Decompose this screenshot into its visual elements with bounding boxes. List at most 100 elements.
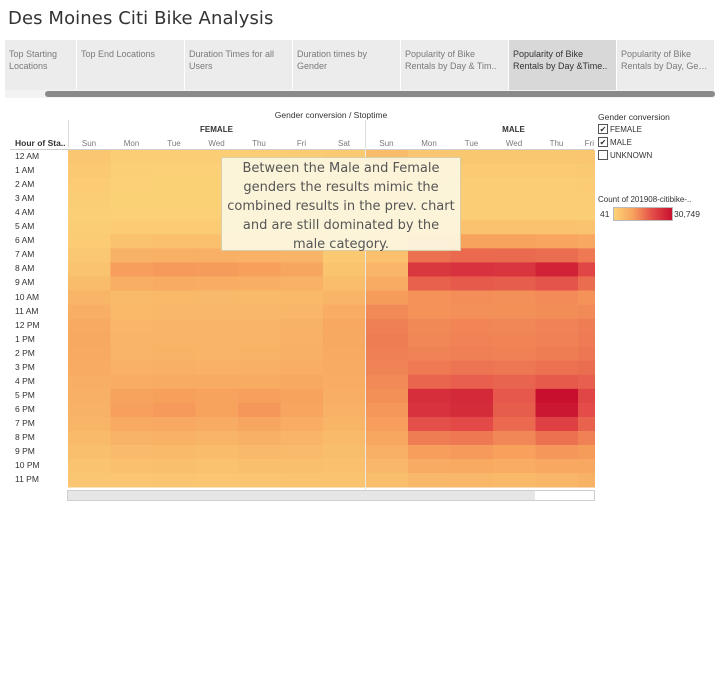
heatmap-cell[interactable]: [195, 332, 239, 347]
heatmap-cell[interactable]: [323, 473, 366, 488]
heatmap-cell[interactable]: [153, 276, 196, 291]
filter-item-unknown[interactable]: UNKNOWN: [598, 150, 652, 160]
heatmap-cell[interactable]: [365, 346, 409, 362]
heatmap-cell[interactable]: [323, 318, 366, 333]
heatmap-cell[interactable]: [578, 459, 595, 474]
heatmap-cell[interactable]: [153, 290, 196, 305]
heatmap-cell[interactable]: [493, 459, 536, 474]
heatmap-cell[interactable]: [110, 234, 154, 249]
heatmap-cell[interactable]: [535, 290, 579, 305]
heatmap-cell[interactable]: [535, 402, 579, 418]
heatmap-cell[interactable]: [153, 416, 196, 432]
heatmap-cell[interactable]: [493, 332, 536, 347]
heatmap-cell[interactable]: [365, 318, 409, 333]
heatmap-cell[interactable]: [195, 431, 239, 446]
tab-5[interactable]: Popularity of Bike Rentals by Day & Tim..: [401, 40, 509, 90]
heatmap-cell[interactable]: [450, 402, 494, 418]
heatmap-cell[interactable]: [535, 445, 579, 460]
heatmap-cell[interactable]: [578, 262, 595, 277]
heatmap-cell[interactable]: [450, 473, 494, 488]
heatmap-cell[interactable]: [493, 445, 536, 460]
heatmap-cell[interactable]: [408, 473, 451, 488]
heatmap-cell[interactable]: [323, 431, 366, 446]
heatmap-cell[interactable]: [578, 150, 595, 165]
heatmap-cell[interactable]: [535, 473, 579, 488]
heatmap-cell[interactable]: [110, 290, 154, 305]
heatmap-cell[interactable]: [578, 346, 595, 362]
heatmap-cell[interactable]: [450, 248, 494, 263]
heatmap-cell[interactable]: [365, 332, 409, 347]
heatmap-cell[interactable]: [450, 206, 494, 221]
heatmap-cell[interactable]: [110, 164, 154, 179]
heatmap-cell[interactable]: [493, 346, 536, 362]
heatmap-cell[interactable]: [493, 164, 536, 179]
heatmap-cell[interactable]: [110, 445, 154, 460]
heatmap-cell[interactable]: [195, 416, 239, 432]
heatmap-cell[interactable]: [365, 248, 409, 263]
heatmap-cell[interactable]: [153, 374, 196, 390]
heatmap-cell[interactable]: [450, 164, 494, 179]
heatmap-cell[interactable]: [450, 276, 494, 291]
heatmap-cell[interactable]: [68, 332, 111, 347]
tab-1[interactable]: Top Starting Locations: [5, 40, 77, 90]
heatmap-cell[interactable]: [153, 234, 196, 249]
tabs-scrollbar-thumb[interactable]: [45, 91, 715, 97]
heatmap-cell[interactable]: [110, 178, 154, 193]
heatmap-cell[interactable]: [68, 206, 111, 221]
heatmap-cell[interactable]: [110, 459, 154, 474]
heatmap-cell[interactable]: [323, 290, 366, 305]
heatmap-cell[interactable]: [68, 262, 111, 277]
heatmap-cell[interactable]: [238, 459, 281, 474]
heatmap-cell[interactable]: [280, 402, 324, 418]
heatmap-cell[interactable]: [578, 374, 595, 390]
heatmap-cell[interactable]: [535, 374, 579, 390]
heatmap-cell[interactable]: [238, 402, 281, 418]
heatmap-cell[interactable]: [578, 178, 595, 193]
heatmap-cell[interactable]: [493, 178, 536, 193]
heatmap-cell[interactable]: [365, 276, 409, 291]
heatmap[interactable]: [68, 150, 595, 490]
heatmap-cell[interactable]: [535, 178, 579, 193]
heatmap-cell[interactable]: [493, 234, 536, 249]
heatmap-cell[interactable]: [110, 332, 154, 347]
heatmap-cell[interactable]: [110, 360, 154, 376]
heatmap-cell[interactable]: [450, 346, 494, 362]
heatmap-cell[interactable]: [68, 290, 111, 305]
heatmap-cell[interactable]: [280, 332, 324, 347]
heatmap-cell[interactable]: [323, 346, 366, 362]
heatmap-cell[interactable]: [578, 431, 595, 446]
heatmap-cell[interactable]: [280, 388, 324, 404]
heatmap-cell[interactable]: [323, 416, 366, 432]
heatmap-cell[interactable]: [238, 388, 281, 404]
heatmap-cell[interactable]: [450, 290, 494, 305]
heatmap-cell[interactable]: [68, 473, 111, 488]
heatmap-cell[interactable]: [535, 262, 579, 277]
tab-2[interactable]: Top End Locations: [77, 40, 185, 90]
heatmap-cell[interactable]: [493, 220, 536, 235]
heatmap-cell[interactable]: [153, 248, 196, 263]
heatmap-cell[interactable]: [578, 192, 595, 207]
heatmap-cell[interactable]: [450, 445, 494, 460]
heatmap-cell[interactable]: [280, 346, 324, 362]
heatmap-cell[interactable]: [153, 459, 196, 474]
heatmap-cell[interactable]: [110, 220, 154, 235]
heatmap-cell[interactable]: [110, 374, 154, 390]
heatmap-cell[interactable]: [450, 262, 494, 277]
heatmap-cell[interactable]: [535, 220, 579, 235]
heatmap-cell[interactable]: [323, 304, 366, 319]
heatmap-cell[interactable]: [110, 206, 154, 221]
heatmap-cell[interactable]: [110, 276, 154, 291]
tab-7[interactable]: Popularity of Bike Rentals by Day, Gend..: [617, 40, 715, 90]
heatmap-cell[interactable]: [238, 374, 281, 390]
heatmap-cell[interactable]: [238, 431, 281, 446]
heatmap-cell[interactable]: [323, 332, 366, 347]
heatmap-cell[interactable]: [493, 304, 536, 319]
heatmap-cell[interactable]: [110, 150, 154, 165]
heatmap-cell[interactable]: [323, 276, 366, 291]
heatmap-cell[interactable]: [408, 416, 451, 432]
heatmap-cell[interactable]: [238, 346, 281, 362]
heatmap-cell[interactable]: [535, 388, 579, 404]
heatmap-cell[interactable]: [195, 318, 239, 333]
heatmap-cell[interactable]: [280, 276, 324, 291]
heatmap-cell[interactable]: [535, 332, 579, 347]
